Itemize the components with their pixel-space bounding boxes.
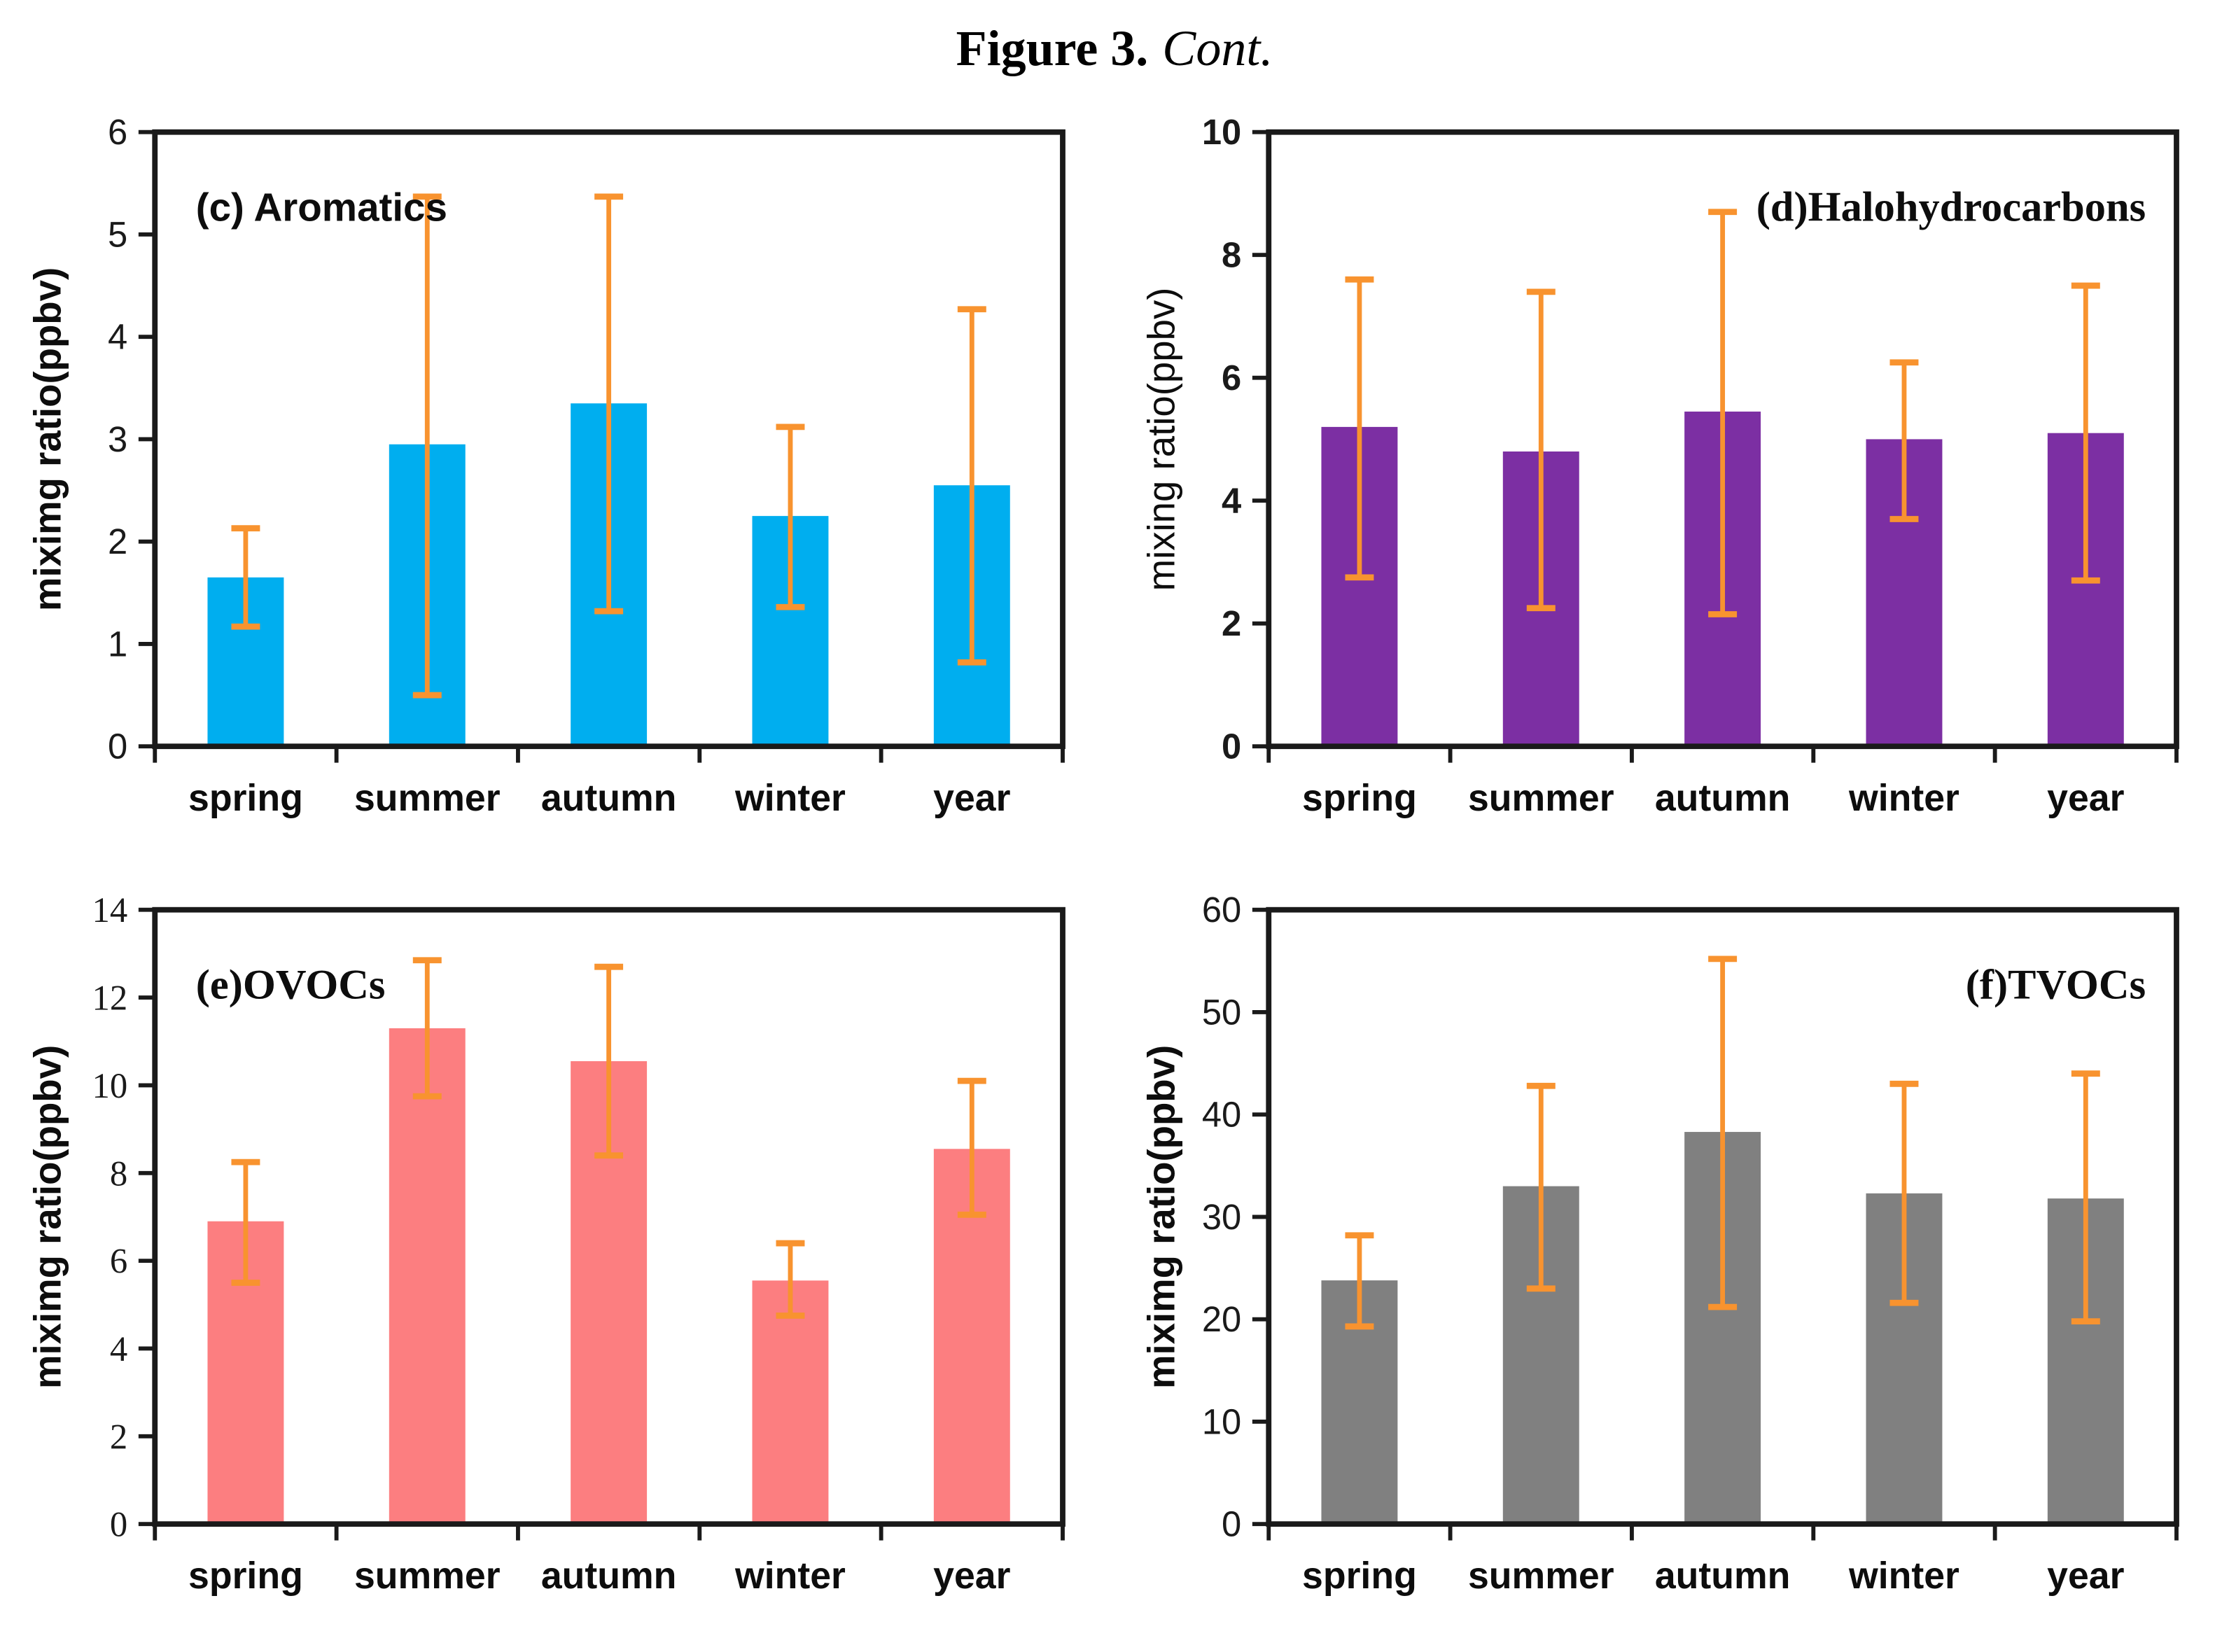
x-category-label: spring [188,777,303,819]
y-tick-label: 40 [1202,1094,1241,1134]
x-category-label: spring [188,1555,303,1597]
panel-halohydrocarbons: mixing ratio(ppbv) 0 2 4 6 8 10 spring summer aut… [1139,97,2204,842]
y-tick-label: 6 [110,1241,127,1280]
x-category-label: autumn [1655,1555,1791,1597]
y-tick-label: 0 [1222,1504,1241,1544]
y-tick-label: 1 [108,624,127,664]
plot-frame [1266,906,2179,1527]
bar-summer [389,1028,466,1524]
y-tick-label: 0 [110,1504,127,1544]
x-category-label: year [2047,777,2124,819]
x-category-label: autumn [541,777,677,819]
chart-aromatics: miximg ratio(ppbv) 0 1 2 3 4 5 6 spring summer aut… [27,112,1065,819]
y-tick-label: 10 [1202,112,1241,152]
chart-halohydrocarbons: mixing ratio(ppbv) 0 2 4 6 8 10 spring summer aut… [1140,112,2179,819]
y-tick-label: 4 [1222,481,1241,521]
y-tick-label: 20 [1202,1299,1241,1339]
x-category-label: summer [1468,777,1614,819]
charts-grid: miximg ratio(ppbv) 0 1 2 3 4 5 6 spring summer aut… [25,97,2204,1619]
x-category-label: summer [354,1555,501,1597]
panel-label-halohydrocarbons: (d)Halohydrocarbons [1756,183,2146,230]
chart-ovocs: miximg ratio(ppbv) 0 2 4 6 8 10 12 14 spring summe… [27,890,1065,1597]
x-category-label: year [933,777,1010,819]
x-category-label: spring [1302,1555,1417,1597]
panel-label-aromatics: (c) Aromatics [196,185,447,229]
panel-tvocs: miximg ratio(ppbv) 0 10 20 30 40 50 60 spring sum… [1139,874,2204,1620]
y-tick-label: 2 [110,1417,127,1456]
y-tick-label: 50 [1202,992,1241,1032]
figure-title: Figure 3. Cont. [25,10,2204,91]
y-axis-label: miximg ratio(ppbv) [1140,1045,1183,1389]
y-tick-label: 14 [92,890,128,930]
x-category-label: summer [1468,1555,1614,1597]
y-tick-label: 6 [108,112,127,152]
y-tick-label: 3 [108,419,127,459]
figure-title-text: Figure 3. [956,20,1149,76]
y-tick-label: 8 [1222,235,1241,275]
plot-frame [1266,129,2179,750]
x-category-label: winter [734,1555,846,1597]
panel-ovocs: miximg ratio(ppbv) 0 2 4 6 8 10 12 14 spring summe… [25,874,1090,1620]
y-axis-label: miximg ratio(ppbv) [27,267,69,611]
y-axis-label: miximg ratio(ppbv) [27,1045,69,1389]
plot-frame [152,129,1065,750]
x-category-label: summer [354,777,501,819]
y-axis-label: mixing ratio(ppbv) [1140,288,1183,592]
y-tick-label: 0 [108,727,127,766]
y-tick-label: 8 [110,1154,127,1193]
y-tick-label: 12 [92,978,128,1017]
bar-winter [752,1280,829,1524]
y-tick-label: 10 [92,1066,128,1105]
x-category-label: autumn [541,1555,677,1597]
figure-title-cont: Cont. [1162,20,1273,76]
y-tick-label: 30 [1202,1197,1241,1237]
x-category-label: winter [1848,777,1959,819]
x-category-label: year [2047,1555,2124,1597]
x-category-label: spring [1302,777,1417,819]
y-tick-label: 60 [1202,890,1241,930]
y-tick-label: 2 [1222,603,1241,643]
y-tick-label: 0 [1222,727,1241,766]
plot-frame [152,906,1065,1527]
chart-tvocs: miximg ratio(ppbv) 0 10 20 30 40 50 60 spring sum… [1140,890,2179,1597]
y-tick-label: 4 [110,1329,127,1368]
y-tick-label: 5 [108,214,127,254]
panel-label-ovocs: (e)OVOCs [196,961,386,1008]
x-category-label: autumn [1655,777,1791,819]
x-category-label: year [933,1555,1010,1597]
x-category-label: winter [734,777,846,819]
panel-label-tvocs: (f)TVOCs [1966,961,2146,1008]
y-tick-label: 6 [1222,358,1241,398]
y-tick-label: 10 [1202,1401,1241,1441]
panel-aromatics: miximg ratio(ppbv) 0 1 2 3 4 5 6 spring summer aut… [25,97,1090,842]
y-tick-label: 4 [108,317,127,357]
x-category-label: winter [1848,1555,1959,1597]
y-tick-label: 2 [108,522,127,561]
